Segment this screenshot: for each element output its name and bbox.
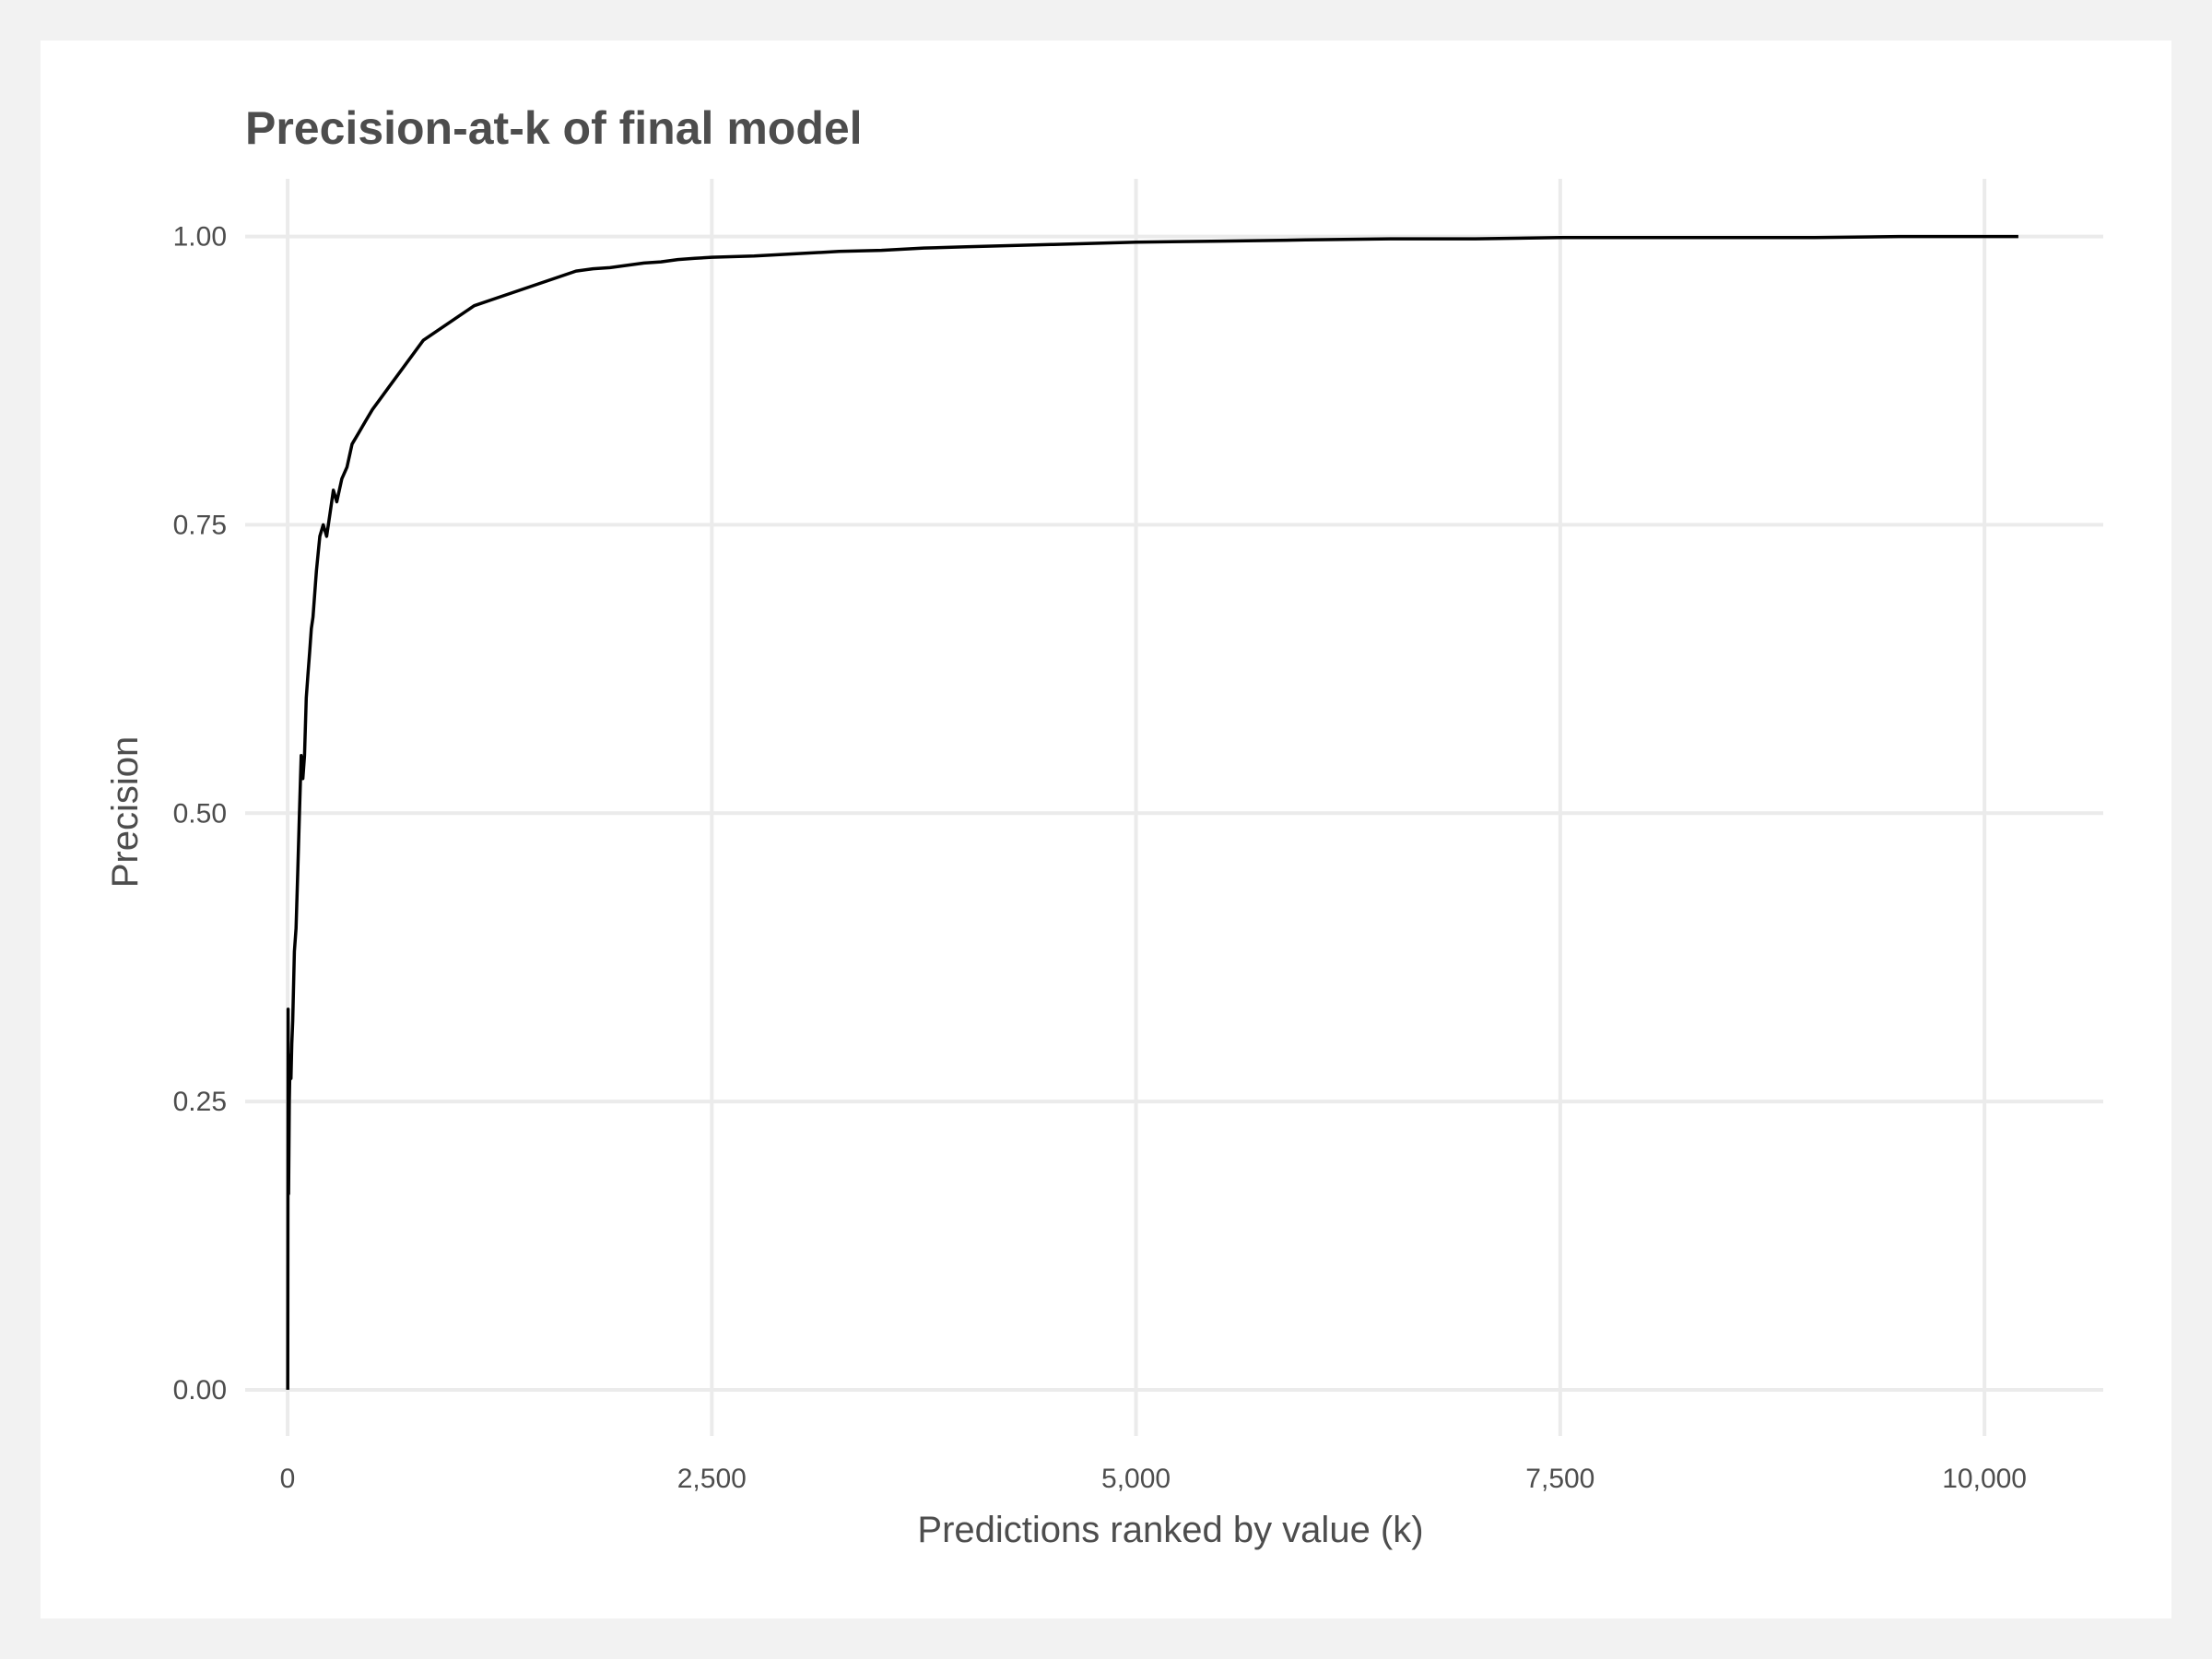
x-tick-label: 5,000 [1101,1464,1171,1494]
y-tick-label: 0.25 [173,1087,227,1117]
precision-series-line [286,234,2018,1390]
x-tick-label: 7,500 [1525,1464,1594,1494]
x-tick-label: 2,500 [677,1464,747,1494]
y-axis-label: Precision [105,736,146,888]
x-tick-label: 10,000 [1942,1464,2027,1494]
y-tick-label: 1.00 [173,222,227,253]
chart-panel: 0.00 0.25 0.50 0.75 1.00 0 2,500 5,000 7,500 10,… [41,41,2171,1618]
x-axis-label: Predictions ranked by value (k) [917,1510,1423,1550]
x-axis-ticks: 0 2,500 5,000 7,500 10,000 [280,1464,2027,1494]
y-tick-label: 0.75 [173,510,227,540]
chart-title: Precision-at-k of final model [245,102,863,154]
y-tick-label: 0.50 [173,798,227,829]
x-tick-label: 0 [280,1464,296,1494]
series-layer [286,234,2018,1390]
gridlines [245,179,2103,1436]
precision-chart: 0.00 0.25 0.50 0.75 1.00 0 2,500 5,000 7,500 10,… [105,102,2103,1550]
y-axis-ticks: 0.00 0.25 0.50 0.75 1.00 [173,222,227,1406]
y-tick-label: 0.00 [173,1375,227,1406]
